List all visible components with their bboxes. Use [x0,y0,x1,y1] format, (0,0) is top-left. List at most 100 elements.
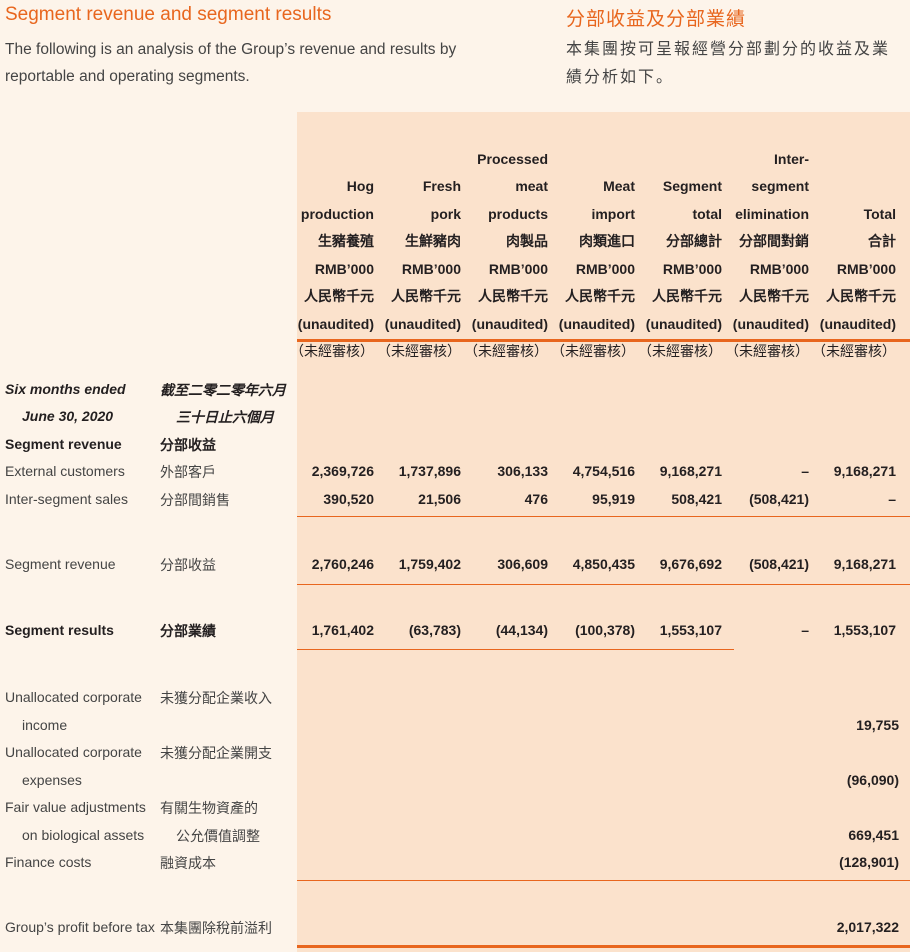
row-label-profit-zh: 本集團除稅前溢利 [160,920,272,936]
column-header-line: production [300,205,374,222]
table-cell: 1,553,107 [659,622,722,638]
column-header-line: 人民幣千元 [739,288,809,304]
segment-revenue-heading-zh: 分部收益 [160,437,216,453]
column-header-line: RMB’000 [488,260,548,277]
total-rule [297,945,910,948]
column-header-line: (unaudited) [819,315,896,332]
column-header-line: RMB’000 [314,260,374,277]
row-label-segment-revenue-zh: 分部收益 [160,557,216,573]
column-header-line: 分部總計 [666,233,722,249]
column-header-line: RMB’000 [575,260,635,277]
table-cell: 1,737,896 [398,463,461,479]
column-header-line [810,118,896,146]
table-cell: (63,783) [408,622,461,638]
unalloc-expenses-total: (96,090) [846,772,899,788]
segment-results-rule [297,649,734,650]
column-header-line: (unaudited) [645,315,722,332]
table-cell: 476 [524,491,548,507]
column-header-line: import [591,205,635,222]
row-label-fair-value-zh-2: 公允價值調整 [176,828,260,844]
column-header-line: elimination [735,205,809,222]
column-header-line: Inter- [774,150,809,167]
column-header-line: RMB’000 [749,260,809,277]
column-header-line: Fresh [422,178,461,194]
table-cell: 9,168,271 [833,556,896,572]
period-label-en-1: Six months ended [5,381,126,397]
column-header-line: Total [863,205,896,222]
row-label-inter-zh: 分部間銷售 [160,492,230,508]
row-label-fair-value-zh: 有關生物資產的 [160,800,258,816]
column-header-line: （未經審核） [464,343,548,359]
page-title-zh: 分部收益及分部業績 [566,9,747,30]
fair-value-total: 669,451 [848,827,899,843]
column-header-line: Meat [603,178,635,194]
table-cell: 9,168,271 [833,463,896,479]
column-header-line [636,146,722,174]
column-header-line: （未經審核） [551,343,635,359]
column-header-line [723,118,809,146]
table-cell: 21,506 [418,491,461,507]
table-cell: 390,520 [323,491,374,507]
column-header-line: total [692,205,722,222]
row-label-unalloc-income-zh: 未獲分配企業收入 [160,690,272,706]
column-header-line: 人民幣千元 [391,288,461,304]
column-header: Meat import 肉類進口 RMB’000 人民幣千元 (unaudited) （未經… [549,118,635,366]
row-label-inter: Inter-segment sales [5,491,128,507]
page-title: Segment revenue and segment results [5,4,332,25]
table-cell: 1,553,107 [833,622,896,638]
column-header-line: （未經審核） [638,343,722,359]
column-header-line [810,146,896,174]
finance-costs-total: (128,901) [839,854,899,870]
column-header-line [636,118,722,146]
table-cell: 306,133 [497,463,548,479]
row-label-unalloc-expenses-2: expenses [22,772,82,788]
table-cell: 4,754,516 [572,463,635,479]
table-cell: – [801,622,809,638]
table-cell: 2,369,726 [311,463,374,479]
row-label-finance-costs: Finance costs [5,854,92,870]
intro-text: The following is an analysis of the Grou… [5,41,457,85]
row-label-external: External customers [5,463,125,479]
column-header-line [549,118,635,146]
column-header-line: Processed [477,150,548,167]
table-cell: 4,850,435 [572,556,635,572]
column-header: Segment total 分部總計 RMB’000 人民幣千元 (unaudited) （… [636,118,722,366]
column-header-line: （未經審核） [725,343,809,359]
segment-revenue-rule [297,584,910,585]
column-header-line: 人民幣千元 [565,288,635,304]
period-label-zh-1: 截至二零二零年六月 [160,382,286,398]
table-cell: 2,760,246 [311,556,374,572]
column-header-line: meat [515,178,548,194]
row-label-segment-results-zh: 分部業績 [160,623,216,639]
intro-text-zh: 本集團按可呈報經營分部劃分的收益及業績分析如下。 [566,41,891,86]
column-header-line: RMB’000 [401,260,461,277]
row-label-unalloc-expenses-zh: 未獲分配企業開支 [160,745,272,761]
column-header-line: RMB’000 [836,260,896,277]
column-header: Fresh pork 生鮮豬肉 RMB’000 人民幣千元 (unaudited) （未經審… [375,118,461,366]
column-header-line [549,146,635,174]
column-header-line: （未經審核） [377,343,461,359]
row-label-unalloc-income-2: income [22,717,68,733]
column-header-line [375,146,461,174]
period-label-en-2: June 30, 2020 [22,408,114,424]
column-header-line: 人民幣千元 [304,288,374,304]
column-header-line: RMB’000 [662,260,722,277]
column-header-line [375,118,461,146]
row-label-fair-value: Fair value adjustments [5,799,146,815]
table-cell: 1,761,402 [311,622,374,638]
column-header-line: segment [751,178,809,194]
column-header-line: (unaudited) [297,315,374,332]
table-cell: (100,378) [575,622,635,638]
period-label-zh-2: 三十日止六個月 [176,409,274,425]
column-header-line: 肉製品 [506,233,548,249]
figures-shading [297,112,910,952]
column-header-line: 人民幣千元 [826,288,896,304]
table-cell: 9,676,692 [659,556,722,572]
column-header: Hog production 生豬養殖 RMB’000 人民幣千元 (unaudited)… [288,118,374,366]
table-cell: – [801,463,809,479]
column-header-line: products [488,205,548,222]
column-header: Total 合計 RMB’000 人民幣千元 (unaudited) （未經審核） [810,118,896,366]
row-label-segment-results: Segment results [5,622,114,638]
column-header-line: （未經審核） [290,343,374,359]
row-label-unalloc-expenses: Unallocated corporate [5,744,142,760]
